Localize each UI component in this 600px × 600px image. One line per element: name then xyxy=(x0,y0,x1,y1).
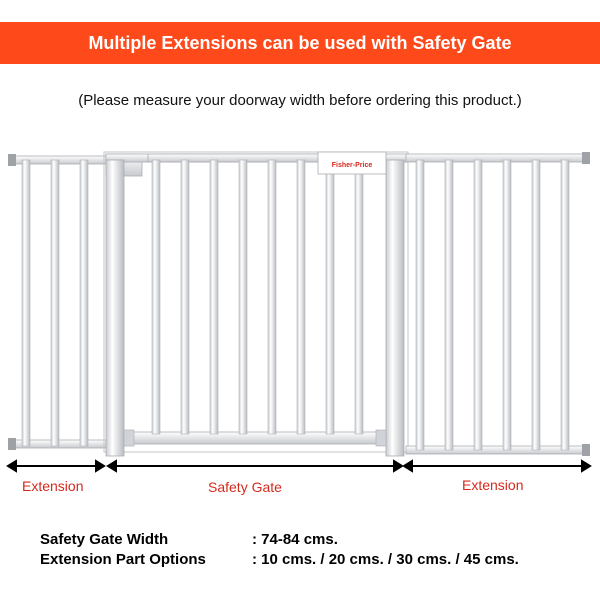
brand-logo: Fisher-Price xyxy=(332,162,373,169)
bolt-icon xyxy=(8,438,16,450)
right-extension-panel xyxy=(405,152,590,456)
gate-illustration: Fisher-Price xyxy=(6,151,592,473)
banner-title: Multiple Extensions can be used with Saf… xyxy=(88,32,512,53)
bolt-icon xyxy=(582,152,590,164)
safety-gate-label: Safety Gate xyxy=(208,479,282,495)
arrow-right-icon xyxy=(95,459,106,473)
arrow-right-icon xyxy=(393,459,404,473)
spec-label: Extension Part Options xyxy=(40,551,206,568)
bolt-icon xyxy=(8,154,16,166)
spec-row: Extension Part Options : 10 cms. / 20 cm… xyxy=(40,550,519,570)
spec-label: Safety Gate Width xyxy=(40,531,169,548)
arrow-right-icon xyxy=(581,459,592,473)
spec-value: : 10 cms. / 20 cms. / 30 cms. / 45 cms. xyxy=(252,551,519,568)
arrow-left-icon xyxy=(6,459,17,473)
left-extension-panel xyxy=(8,154,107,450)
extension-right-label: Extension xyxy=(462,477,524,493)
extension-left-label: Extension xyxy=(22,478,84,494)
spec-row: Safety Gate Width : 74-84 cms. xyxy=(40,530,519,550)
spec-value: : 74-84 cms. xyxy=(252,531,338,548)
subtitle: (Please measure your doorway width befor… xyxy=(78,92,522,109)
bolt-icon xyxy=(582,444,590,456)
title-banner: Multiple Extensions can be used with Saf… xyxy=(0,22,600,64)
latch-handle xyxy=(317,151,387,175)
arrow-left-icon xyxy=(106,459,117,473)
specs-block: Safety Gate Width : 74-84 cms. Extension… xyxy=(40,530,519,570)
arrow-left-icon xyxy=(402,459,413,473)
safety-gate-frame: Fisher-Price xyxy=(103,151,409,457)
